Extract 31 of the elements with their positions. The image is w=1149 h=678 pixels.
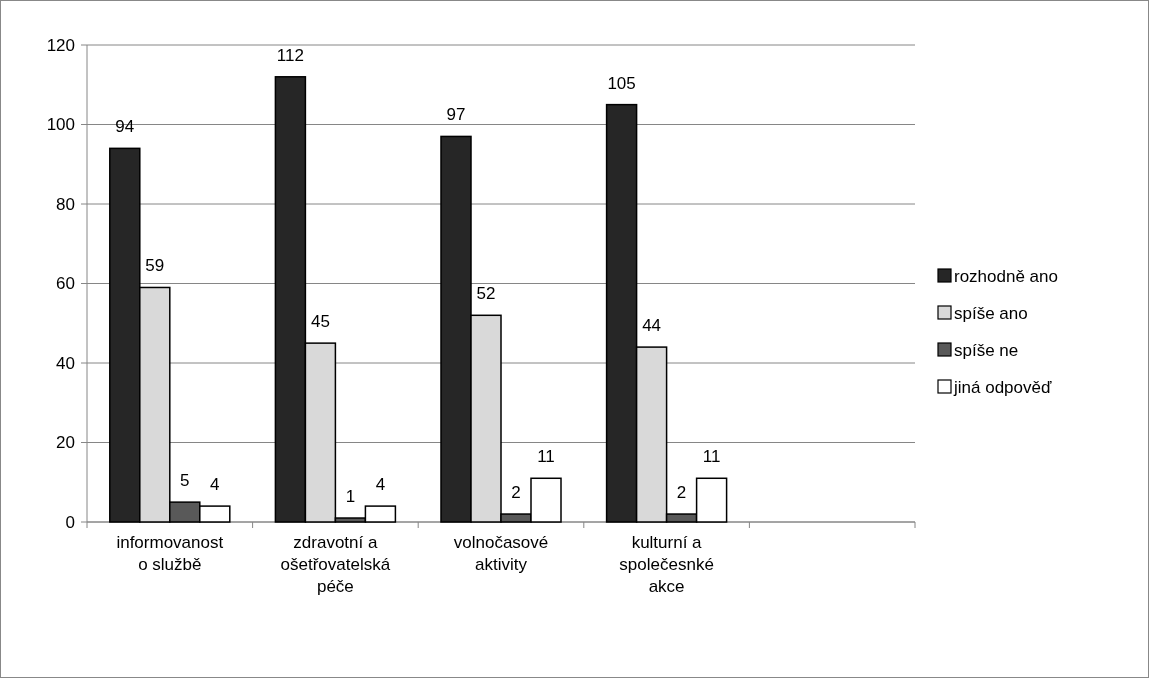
data-label: 112 (276, 45, 304, 65)
y-tick-label: 20 (56, 433, 75, 453)
legend-label: rozhodně ano (954, 266, 1058, 286)
x-tick-label: kulturní a společesnké akce (619, 533, 714, 596)
data-label: 44 (642, 316, 662, 336)
y-tick-label: 0 (65, 512, 75, 532)
y-tick-label: 80 (56, 194, 75, 214)
data-label: 11 (537, 447, 555, 467)
data-label: 1 (345, 487, 356, 507)
legend-label: spíše ne (954, 340, 1019, 360)
y-tick-label: 100 (46, 115, 75, 135)
data-label: 2 (676, 483, 687, 503)
data-label: 45 (310, 312, 330, 332)
data-label: 105 (607, 73, 636, 93)
legend-label: jiná odpověď (953, 377, 1052, 397)
x-tick-label: volnočasové aktivity (453, 533, 549, 574)
data-label: 4 (375, 475, 386, 495)
data-label: 2 (511, 483, 521, 503)
x-tick-label: zdravotní a ošetřovatelská péče (280, 533, 391, 596)
data-label: 4 (210, 475, 220, 495)
y-tick-label: 60 (56, 274, 75, 294)
data-label: 52 (476, 284, 496, 304)
data-label: 94 (115, 117, 135, 137)
data-label: 97 (446, 105, 466, 125)
x-tick-label: informovanost o službě (116, 533, 224, 574)
data-label: 5 (180, 471, 190, 491)
data-label: 59 (145, 256, 165, 276)
y-tick-label: 40 (56, 353, 75, 373)
data-label: 11 (702, 447, 721, 467)
y-tick-label: 120 (46, 35, 75, 55)
legend-label: spíše ano (954, 303, 1028, 323)
